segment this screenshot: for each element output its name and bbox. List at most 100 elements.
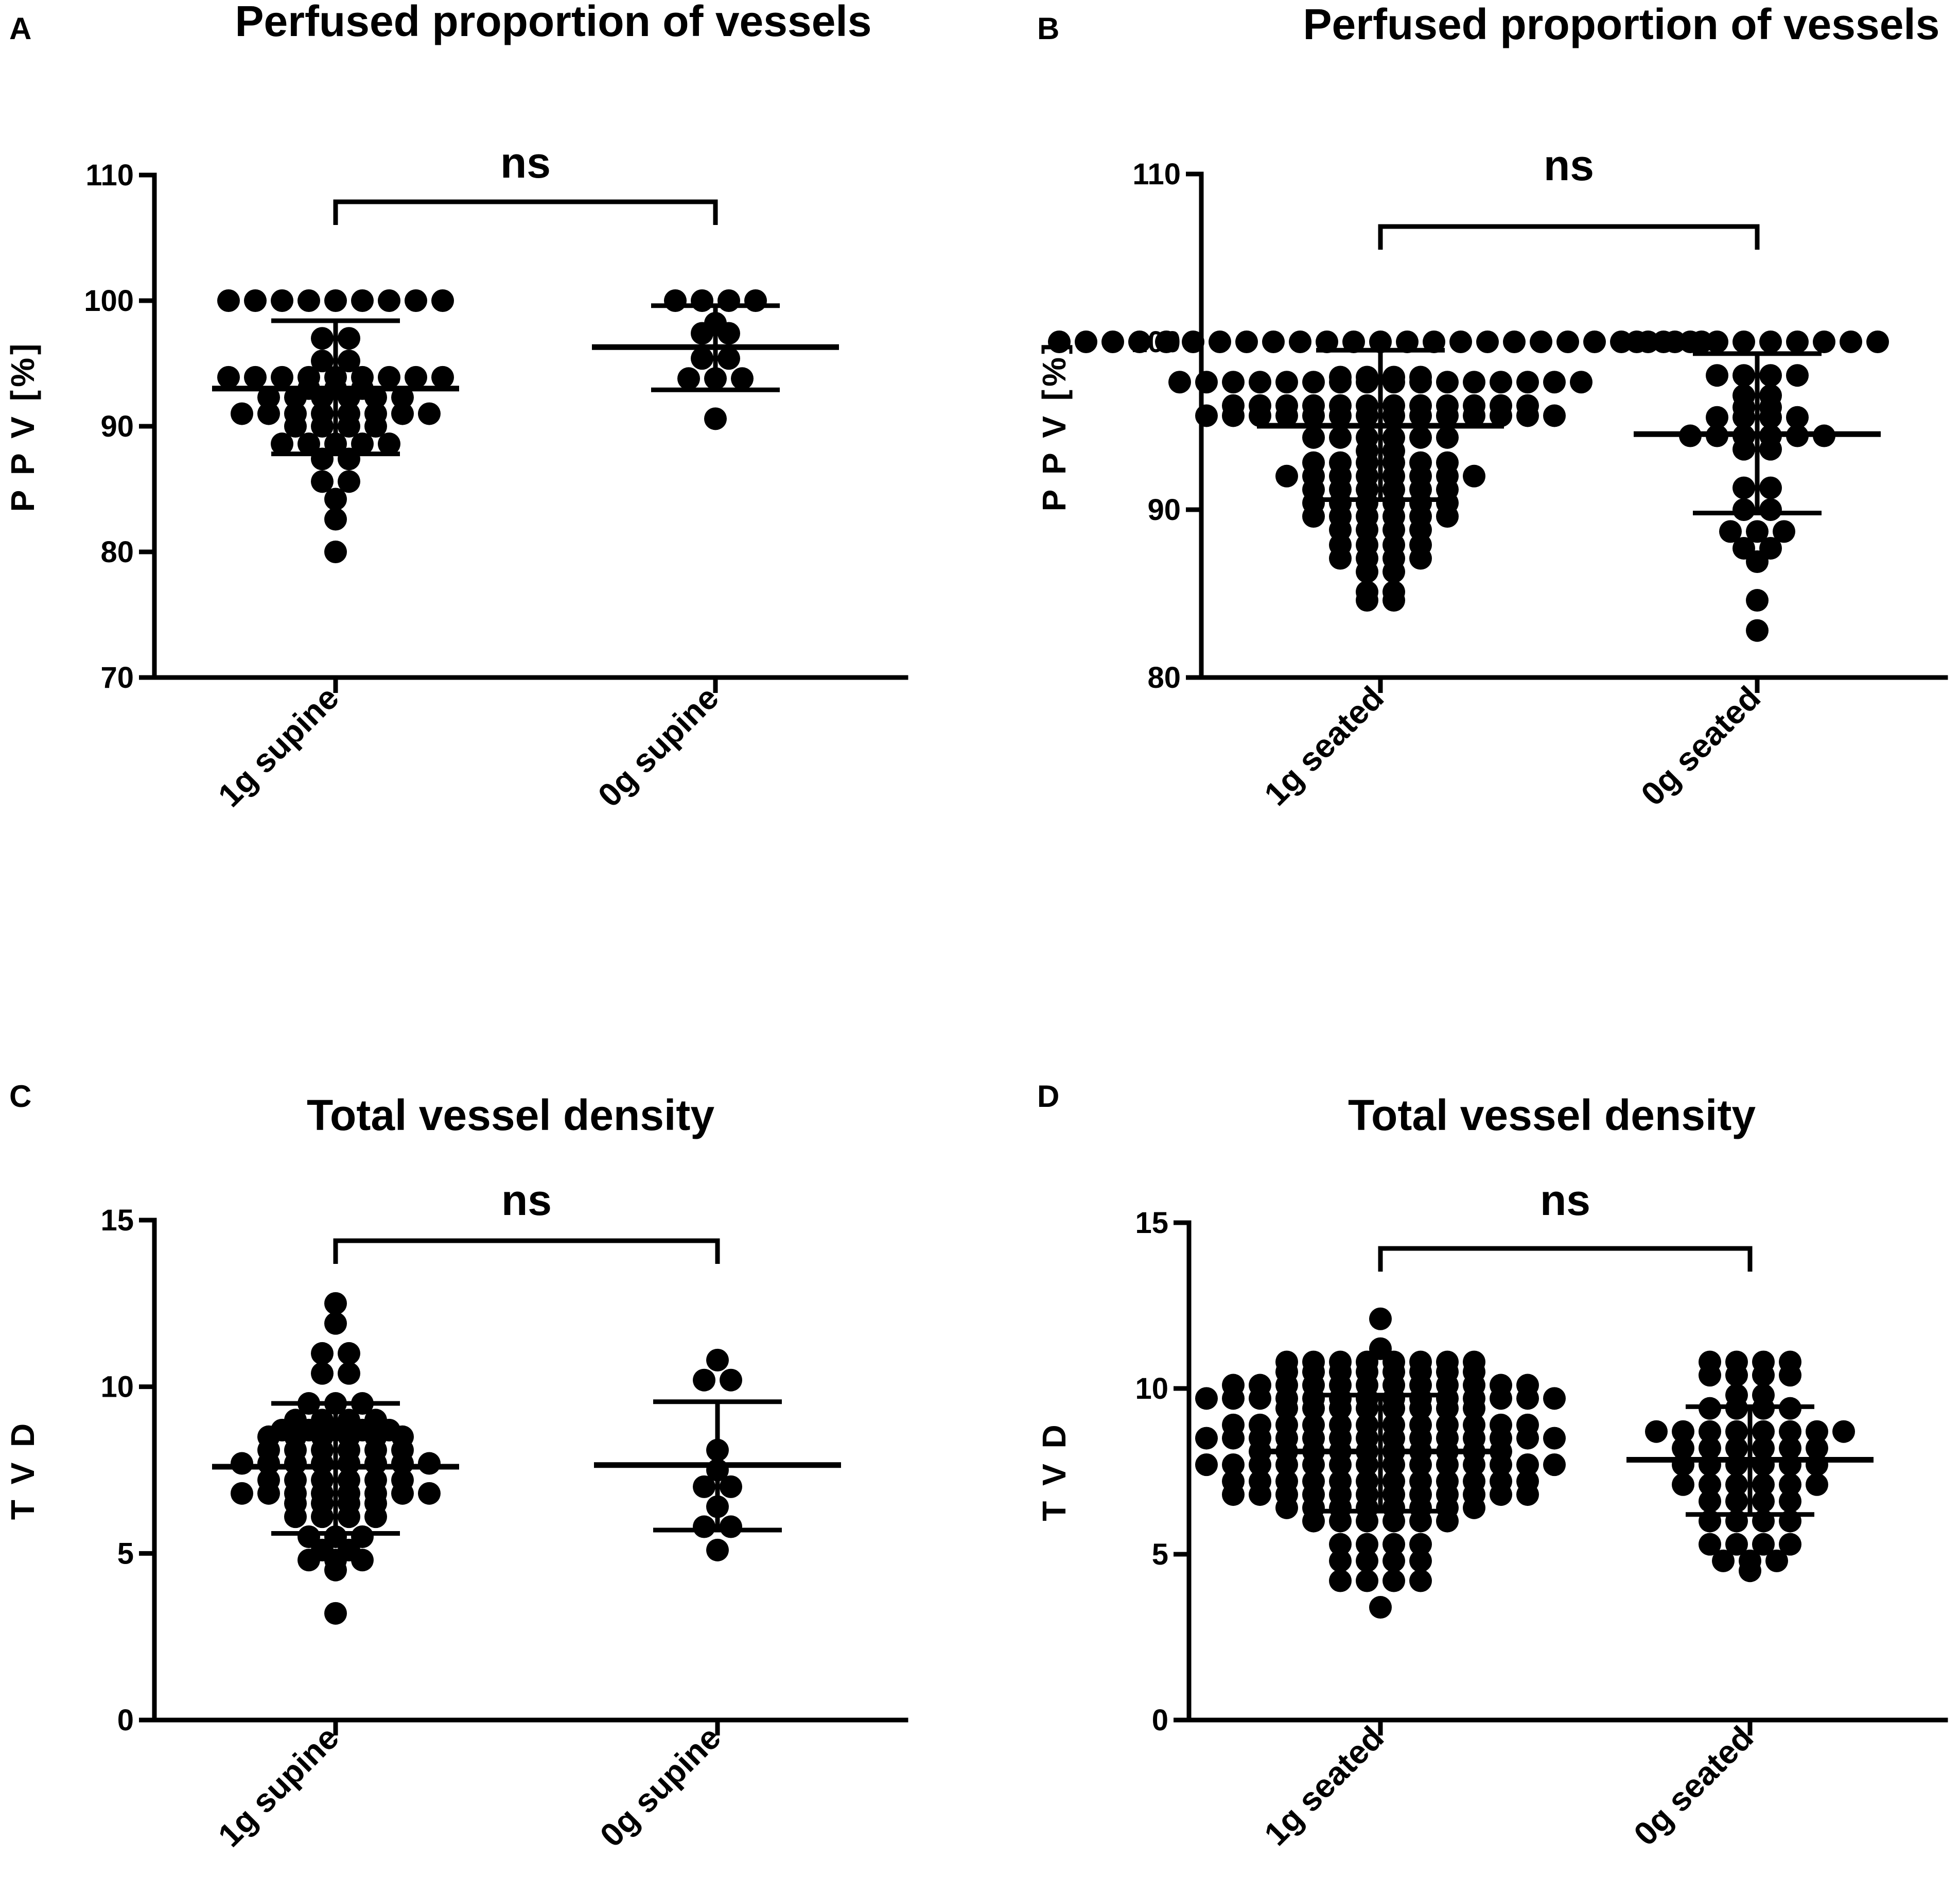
- data-point: [311, 415, 334, 438]
- data-point: [231, 1482, 253, 1505]
- y-tick-label: 100: [84, 284, 134, 318]
- data-point: [731, 367, 754, 390]
- data-point: [351, 1549, 374, 1572]
- data-point: [1369, 1596, 1392, 1619]
- data-point: [664, 289, 687, 312]
- data-point: [1779, 1364, 1801, 1387]
- data-point: [1168, 371, 1191, 394]
- data-point: [1409, 1569, 1432, 1592]
- data-point: [1356, 371, 1378, 394]
- significance-label: ns: [1540, 1176, 1590, 1224]
- data-point: [1516, 1453, 1539, 1477]
- x-category-label: 0g supine: [593, 1719, 728, 1854]
- data-point: [1436, 1509, 1459, 1533]
- data-point: [1699, 1420, 1721, 1443]
- data-point: [1570, 371, 1592, 394]
- data-point: [1356, 1509, 1378, 1533]
- data-point: [1369, 331, 1392, 353]
- data-point: [284, 1505, 307, 1529]
- data-point: [1672, 1473, 1694, 1496]
- data-point: [1382, 371, 1405, 394]
- data-point: [1752, 1473, 1775, 1496]
- data-point: [1490, 1453, 1512, 1477]
- data-point: [1409, 547, 1432, 570]
- data-point: [1712, 1549, 1735, 1572]
- data-point: [1463, 371, 1485, 394]
- data-point: [1759, 498, 1782, 521]
- data-point: [1725, 1420, 1748, 1443]
- data-point: [1746, 520, 1769, 543]
- data-point: [1302, 426, 1325, 449]
- y-tick-label: 0: [1152, 1704, 1168, 1737]
- data-point: [338, 470, 360, 493]
- data-point: [1182, 331, 1204, 353]
- data-point: [1382, 560, 1405, 583]
- data-point: [1840, 331, 1862, 353]
- data-point: [677, 367, 700, 390]
- data-point: [1356, 1549, 1378, 1572]
- data-point: [1382, 589, 1405, 612]
- data-point: [297, 432, 320, 456]
- data-point: [1396, 331, 1419, 353]
- data-point: [1490, 1483, 1512, 1506]
- data-point: [1209, 331, 1231, 353]
- data-point: [1725, 1473, 1748, 1496]
- data-point: [1706, 331, 1728, 353]
- significance-bracket: [1378, 1246, 1753, 1272]
- data-point: [1101, 331, 1124, 353]
- data-point: [1752, 1420, 1775, 1443]
- data-point: [1449, 331, 1472, 353]
- y-axis-label: T V D: [4, 1420, 41, 1520]
- data-point: [351, 432, 374, 456]
- data-point: [1543, 1427, 1566, 1450]
- data-point: [311, 1342, 334, 1365]
- data-point: [338, 327, 360, 350]
- data-point: [1302, 1397, 1325, 1420]
- data-point: [720, 1368, 742, 1392]
- data-point: [1356, 1453, 1378, 1477]
- data-point: [1436, 1453, 1459, 1477]
- data-point: [717, 347, 740, 370]
- data-point: [1699, 1453, 1721, 1477]
- data-point: [1779, 1420, 1801, 1443]
- data-point: [1476, 331, 1499, 353]
- y-tick-label: 80: [100, 535, 134, 569]
- data-point: [1382, 1509, 1405, 1533]
- data-point: [257, 1482, 280, 1505]
- data-point: [431, 289, 454, 312]
- data-point: [1699, 1436, 1721, 1460]
- data-point: [311, 350, 334, 373]
- data-point: [1329, 426, 1352, 449]
- data-point: [244, 289, 267, 312]
- data-point: [1329, 1549, 1352, 1572]
- data-point: [1739, 1559, 1761, 1583]
- data-point: [297, 289, 320, 312]
- data-point: [717, 322, 740, 345]
- data-point: [1543, 371, 1566, 394]
- data-point: [1463, 1397, 1485, 1420]
- data-point: [311, 470, 334, 493]
- y-tick-label: 5: [117, 1537, 134, 1570]
- data-point: [1543, 404, 1566, 427]
- data-point: [378, 366, 400, 389]
- data-point: [704, 407, 727, 430]
- data-point: [1382, 404, 1405, 427]
- data-point: [1463, 404, 1485, 427]
- data-point: [1222, 371, 1245, 394]
- data-point: [431, 366, 454, 389]
- data-point: [1436, 505, 1459, 528]
- y-axis-label: P P V [%]: [1036, 340, 1073, 512]
- data-point: [257, 386, 280, 409]
- data-point: [1275, 464, 1298, 488]
- data-point: [1752, 1364, 1775, 1387]
- significance-bracket: [333, 199, 718, 225]
- data-point: [1516, 1427, 1539, 1450]
- data-point: [1806, 1420, 1828, 1443]
- x-category-label: 1g supine: [211, 679, 346, 814]
- data-point: [1516, 1387, 1539, 1410]
- data-point: [311, 1505, 334, 1529]
- data-point: [324, 508, 347, 531]
- data-point: [1329, 371, 1352, 394]
